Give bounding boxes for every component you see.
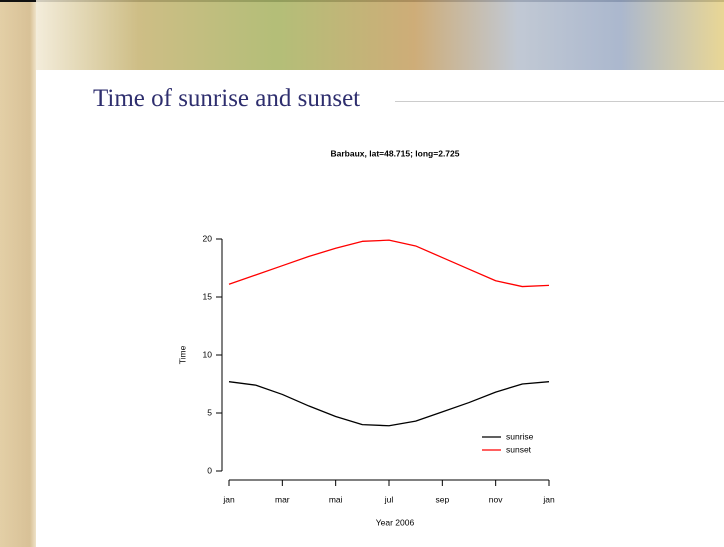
y-tick-label: 10: [203, 349, 213, 359]
y-tick-label: 5: [207, 407, 212, 417]
series-line: [229, 240, 549, 286]
x-tick-label: nov: [489, 494, 503, 504]
x-tick-label: mai: [329, 494, 343, 504]
y-tick-label: 0: [207, 465, 212, 475]
slide: Time of sunrise and sunset Barbaux, lat=…: [0, 0, 724, 547]
x-tick-label: jul: [384, 494, 394, 504]
x-tick-label: mar: [275, 494, 290, 504]
y-tick-label: 15: [203, 291, 213, 301]
x-tick-label: jan: [542, 494, 555, 504]
x-tick-label: jan: [222, 494, 235, 504]
chart: Barbaux, lat=48.715; long=2.725 Year 200…: [0, 0, 724, 547]
y-axis-label: Time: [177, 345, 187, 364]
legend-label: sunset: [506, 444, 532, 454]
x-tick-label: sep: [435, 494, 449, 504]
x-axis-label: Year 2006: [376, 517, 415, 527]
legend-label: sunrise: [506, 431, 534, 441]
chart-title: Barbaux, lat=48.715; long=2.725: [331, 148, 460, 158]
series-line: [229, 382, 549, 426]
y-tick-label: 20: [203, 233, 213, 243]
